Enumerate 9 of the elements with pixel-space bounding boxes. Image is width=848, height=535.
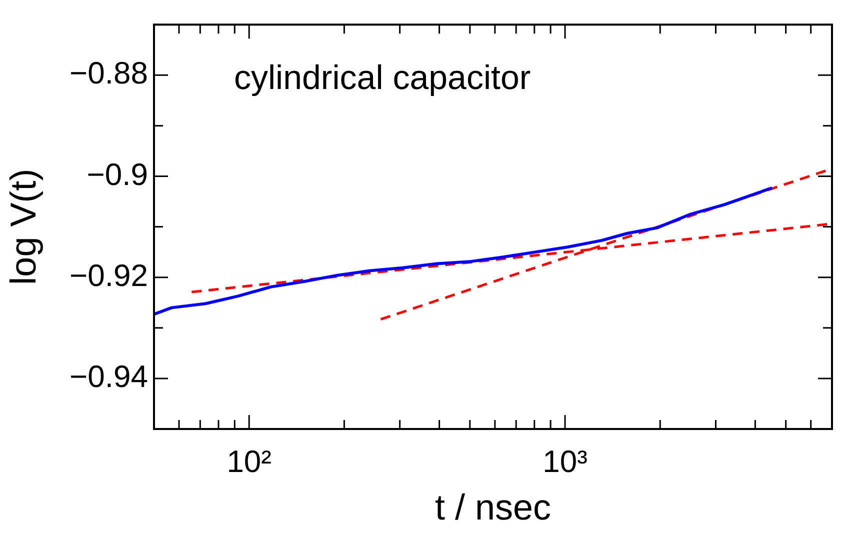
y-tick-label: −0.9 — [86, 156, 148, 192]
x-tick-label: 10² — [226, 444, 272, 480]
x-axis-title: t / nsec — [434, 486, 552, 528]
x-tick-label: 10³ — [542, 444, 588, 480]
y-tick-label: −0.92 — [70, 258, 148, 293]
y-axis-title: log V(t) — [2, 168, 44, 285]
y-tick-label: −0.88 — [70, 56, 148, 91]
annotation: cylindrical capacitor — [234, 58, 531, 97]
y-tick-label: −0.94 — [70, 358, 148, 394]
